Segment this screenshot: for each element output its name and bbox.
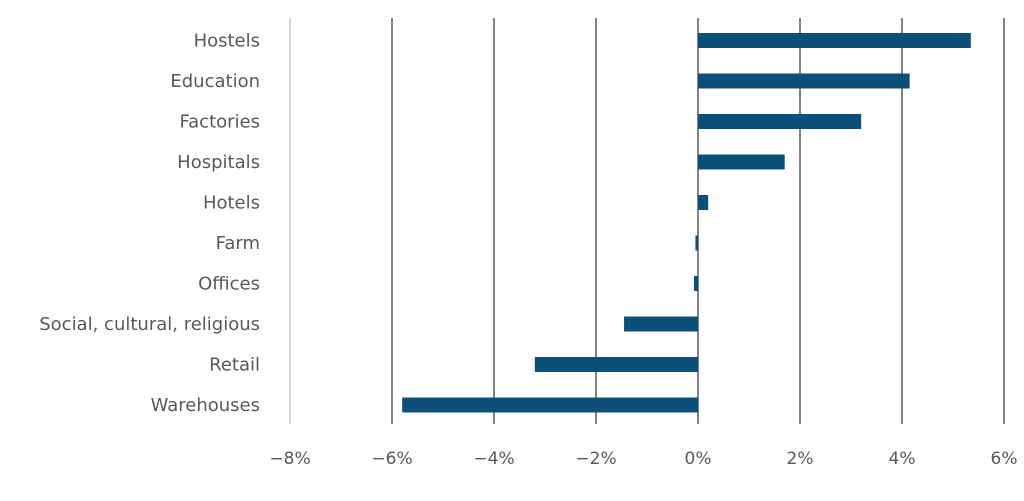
category-label: Offices bbox=[198, 274, 260, 295]
bar bbox=[698, 73, 910, 89]
category-label: Education bbox=[170, 71, 260, 92]
bars bbox=[402, 33, 971, 413]
bar bbox=[534, 357, 698, 372]
bar bbox=[698, 33, 971, 48]
bar bbox=[624, 316, 698, 332]
category-labels: Hostels Education Factories Hospitals Hotels… bbox=[39, 31, 260, 417]
x-tick-label: −4% bbox=[473, 449, 514, 469]
x-tick-label: 0% bbox=[685, 449, 712, 469]
bar bbox=[402, 397, 698, 413]
bar bbox=[698, 154, 785, 170]
category-label: Hotels bbox=[203, 193, 260, 214]
category-label: Hostels bbox=[194, 31, 260, 52]
category-label: Social, cultural, religious bbox=[39, 314, 260, 335]
category-label: Hospitals bbox=[177, 152, 260, 173]
bar bbox=[698, 114, 862, 129]
bar bbox=[693, 276, 698, 291]
x-tick-label: −8% bbox=[269, 449, 310, 469]
category-label: Retail bbox=[209, 355, 260, 376]
x-tick-label: 2% bbox=[787, 449, 814, 469]
x-tick-label: −2% bbox=[575, 449, 616, 469]
category-label: Factories bbox=[179, 112, 260, 133]
bar bbox=[695, 235, 698, 251]
bar bbox=[698, 195, 709, 210]
x-tick-labels: −8% −6% −4% −2% 0% 2% 4% 6% bbox=[269, 449, 1017, 469]
category-label: Warehouses bbox=[151, 395, 260, 416]
x-tick-label: −6% bbox=[371, 449, 412, 469]
category-label: Farm bbox=[216, 233, 260, 254]
x-tick-label: 6% bbox=[991, 449, 1018, 469]
x-tick-label: 4% bbox=[889, 449, 916, 469]
